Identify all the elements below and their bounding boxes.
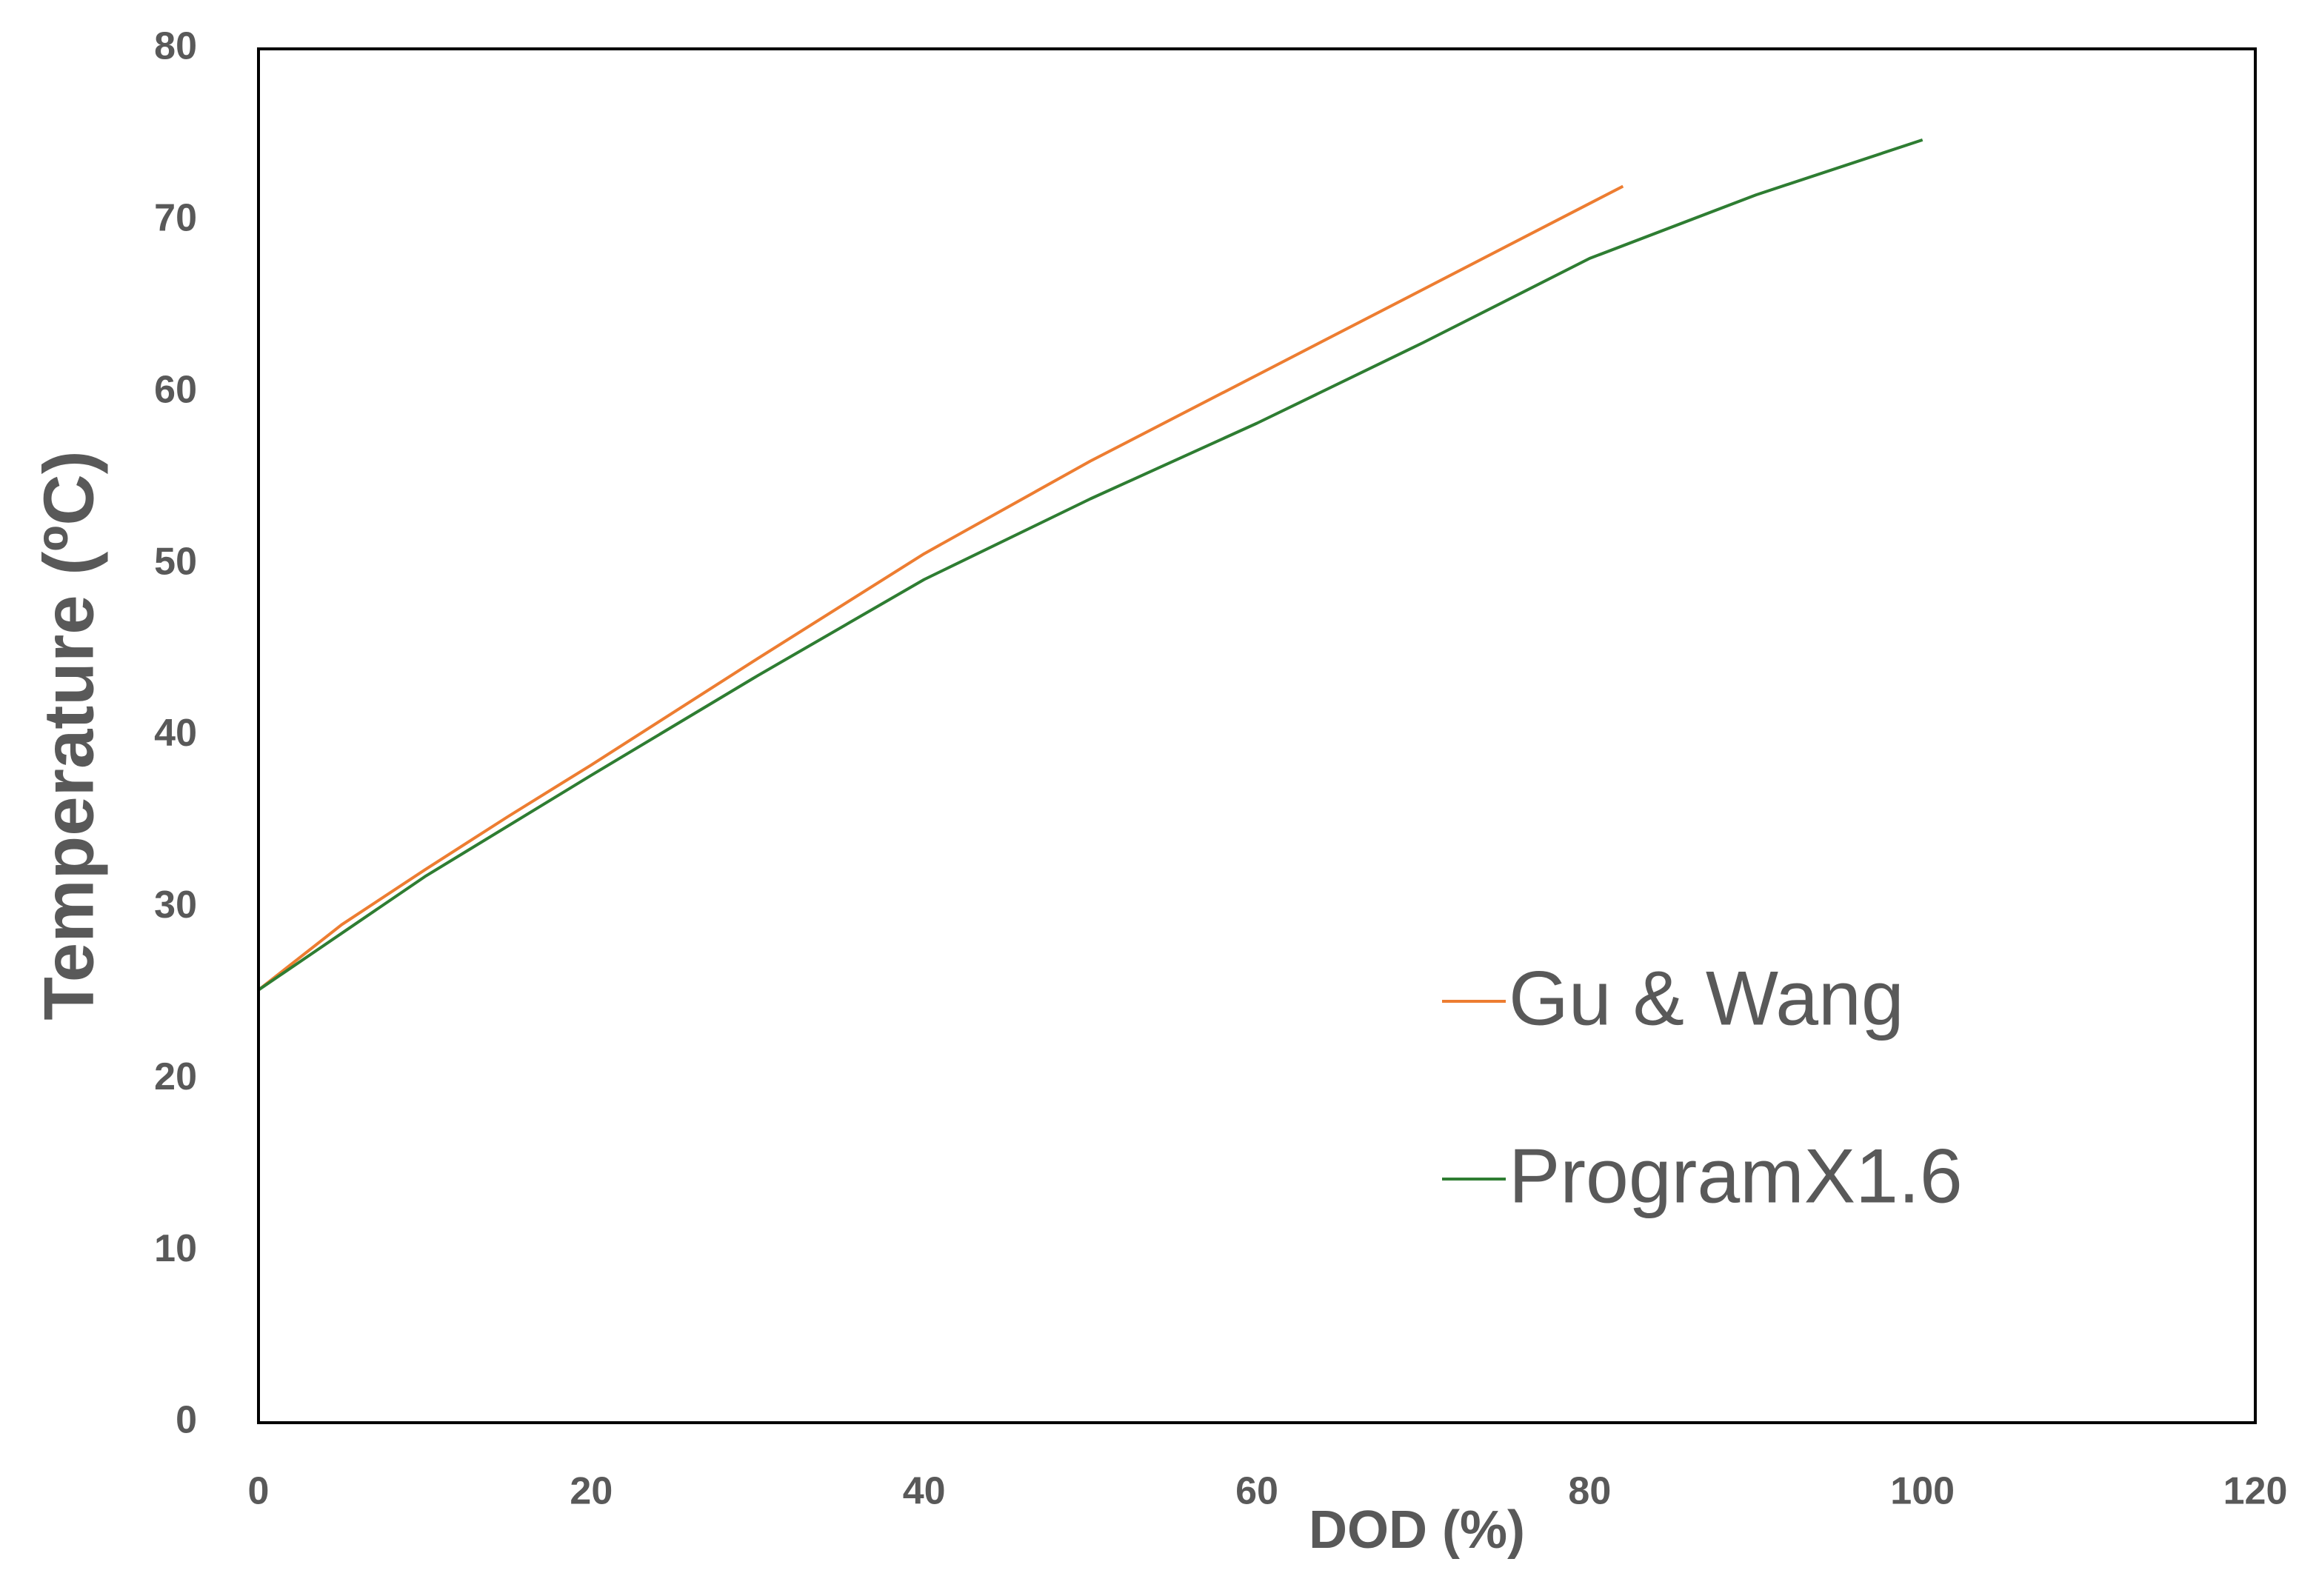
- y-axis-title: Temperature (ºC): [29, 450, 108, 1020]
- legend-label: ProgramX1.6: [1509, 1133, 1963, 1219]
- y-tick-label: 50: [154, 540, 197, 583]
- x-tick-label: 0: [248, 1470, 270, 1513]
- y-tick-label: 70: [154, 197, 197, 240]
- legend-label: Gu & Wang: [1509, 955, 1904, 1041]
- x-tick-label: 100: [1890, 1470, 1955, 1513]
- x-tick-label: 60: [1235, 1470, 1278, 1513]
- data-line: [257, 184, 1624, 992]
- y-tick-label: 0: [176, 1399, 197, 1442]
- x-tick-label: 80: [1568, 1470, 1611, 1513]
- data-line: [257, 138, 1923, 992]
- x-tick-label: 20: [570, 1470, 613, 1513]
- x-tick-label: 120: [2223, 1470, 2288, 1513]
- y-tick-label: 80: [154, 25, 197, 68]
- x-tick-label: 40: [903, 1470, 946, 1513]
- y-tick-label: 40: [154, 712, 197, 755]
- y-tick-label: 20: [154, 1055, 197, 1098]
- y-tick-label: 60: [154, 368, 197, 411]
- y-tick-label: 30: [154, 884, 197, 926]
- x-axis-title: DOD (%): [1309, 1500, 1525, 1560]
- plot-frame: [257, 47, 2257, 1424]
- y-tick-label: 10: [154, 1227, 197, 1270]
